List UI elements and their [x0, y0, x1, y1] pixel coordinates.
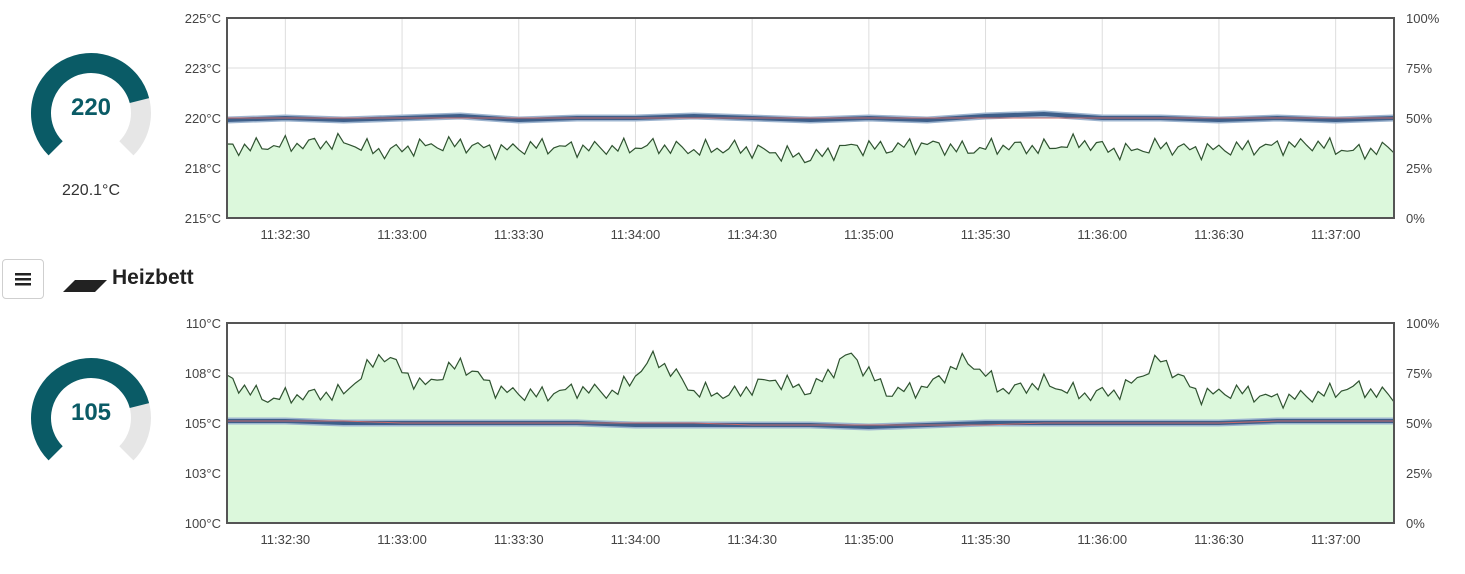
hamburger-menu-icon	[15, 273, 31, 286]
setpoint-line	[227, 420, 1394, 426]
extruder-gauge-arc	[31, 53, 151, 156]
x-tick-label: 11:35:30	[961, 227, 1011, 242]
x-tick-label: 11:33:30	[494, 532, 544, 547]
x-tick-label: 11:32:30	[261, 227, 311, 242]
x-tick-label: 11:36:00	[1077, 227, 1127, 242]
x-tick-label: 11:35:00	[844, 227, 894, 242]
y-tick-label: 218°C	[185, 161, 221, 176]
x-tick-label: 11:35:30	[961, 532, 1011, 547]
y-tick-label: 103°C	[185, 466, 221, 481]
bed-gauge-arc	[31, 358, 151, 461]
y-tick-label: 215°C	[185, 211, 221, 226]
power-line	[226, 349, 1395, 410]
x-tick-label: 11:33:30	[494, 227, 544, 242]
power-line	[226, 132, 1395, 164]
x-tick-label: 11:36:30	[1194, 227, 1244, 242]
x-tick-label: 11:34:30	[727, 532, 777, 547]
extruder-gauge-value: 220	[70, 94, 112, 121]
bed-temperature-chart: 11:32:30 11:33:00 11:33:30 11:34:00 11:34:30…	[170, 313, 1460, 548]
y-right-tick-label: 50%	[1406, 416, 1432, 431]
y-right-tick-label: 75%	[1406, 366, 1432, 381]
y-right-tick-label: 25%	[1406, 466, 1432, 481]
x-tick-label: 11:35:00	[844, 532, 894, 547]
y-right-tick-label: 0%	[1406, 211, 1425, 226]
extruder-gauge: 220	[26, 48, 156, 178]
x-tick-label: 11:34:30	[727, 227, 777, 242]
extruder-temperature-chart: 11:32:30 11:33:00 11:33:30 11:34:00 11:34:30…	[170, 8, 1460, 243]
y-right-tick-label: 100%	[1406, 316, 1440, 331]
gauge-fill	[31, 53, 150, 156]
temperature-line	[226, 112, 1395, 122]
x-tick-label: 11:36:30	[1194, 532, 1244, 547]
y-tick-label: 108°C	[185, 366, 221, 381]
extruder-current-temp: 220.1°C	[62, 182, 120, 199]
chart-frame	[226, 17, 1395, 219]
y-right-tick-label: 100%	[1406, 11, 1440, 26]
y-right-tick-label: 75%	[1406, 61, 1432, 76]
y-tick-label: 110°C	[186, 316, 221, 331]
x-tick-label: 11:34:00	[611, 532, 661, 547]
y-right-tick-label: 0%	[1406, 516, 1425, 531]
x-tick-label: 11:33:00	[377, 227, 427, 242]
y-tick-label: 220°C	[185, 111, 221, 126]
power-area-fill	[227, 133, 1394, 218]
x-tick-label: 11:33:00	[377, 532, 427, 547]
x-tick-label: 11:32:30	[261, 532, 311, 547]
y-tick-label: 225°C	[185, 11, 221, 26]
chart-frame	[226, 322, 1395, 524]
x-tick-label: 11:37:00	[1311, 532, 1361, 547]
heated-bed-icon	[63, 280, 107, 292]
section-title: Heizbett	[112, 266, 194, 289]
bed-chart-svg: 11:32:30 11:33:00 11:33:30 11:34:00 11:34:30…	[185, 316, 1440, 547]
extruder-chart-svg: 11:32:30 11:33:00 11:33:30 11:34:00 11:34:30…	[185, 11, 1440, 242]
gauge-fill	[31, 358, 150, 461]
x-tick-label: 11:37:00	[1311, 227, 1361, 242]
y-right-tick-label: 50%	[1406, 111, 1432, 126]
bed-gauge-value: 105	[70, 399, 112, 426]
y-tick-label: 105°C	[185, 416, 221, 431]
y-tick-label: 223°C	[185, 61, 221, 76]
y-tick-label: 100°C	[185, 516, 221, 531]
menu-button[interactable]	[2, 259, 44, 299]
x-tick-label: 11:34:00	[611, 227, 661, 242]
power-area-fill	[227, 351, 1394, 523]
x-tick-label: 11:36:00	[1077, 532, 1127, 547]
bed-gauge: 105	[26, 353, 156, 483]
y-right-tick-label: 25%	[1406, 161, 1432, 176]
